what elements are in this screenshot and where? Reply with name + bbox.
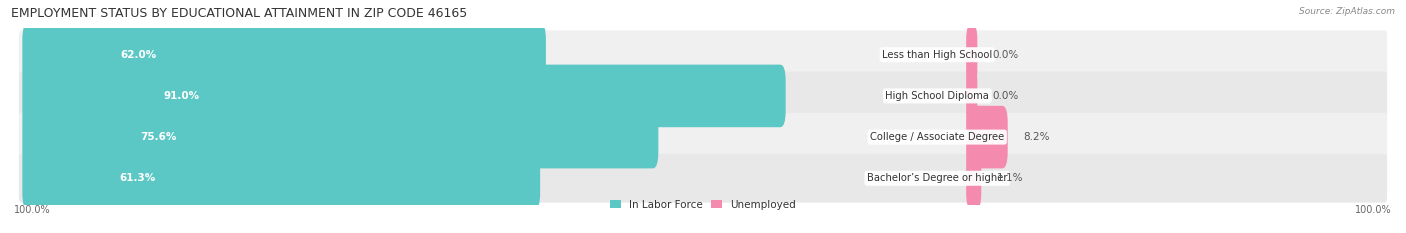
FancyBboxPatch shape <box>18 154 1388 202</box>
Text: 0.0%: 0.0% <box>993 50 1018 60</box>
FancyBboxPatch shape <box>22 106 658 168</box>
Text: 75.6%: 75.6% <box>141 132 177 142</box>
Text: 62.0%: 62.0% <box>120 50 156 60</box>
Text: 100.0%: 100.0% <box>1355 205 1392 215</box>
Text: 91.0%: 91.0% <box>163 91 200 101</box>
Text: EMPLOYMENT STATUS BY EDUCATIONAL ATTAINMENT IN ZIP CODE 46165: EMPLOYMENT STATUS BY EDUCATIONAL ATTAINM… <box>11 7 468 20</box>
FancyBboxPatch shape <box>22 24 546 86</box>
Text: 61.3%: 61.3% <box>120 173 155 183</box>
FancyBboxPatch shape <box>18 72 1388 120</box>
Legend: In Labor Force, Unemployed: In Labor Force, Unemployed <box>606 196 800 214</box>
FancyBboxPatch shape <box>22 147 540 209</box>
Text: 100.0%: 100.0% <box>14 205 51 215</box>
Text: 1.1%: 1.1% <box>997 173 1024 183</box>
Text: Source: ZipAtlas.com: Source: ZipAtlas.com <box>1299 7 1395 16</box>
FancyBboxPatch shape <box>966 24 977 86</box>
FancyBboxPatch shape <box>22 65 786 127</box>
Text: High School Diploma: High School Diploma <box>886 91 990 101</box>
Text: 0.0%: 0.0% <box>993 91 1018 101</box>
Text: College / Associate Degree: College / Associate Degree <box>870 132 1004 142</box>
Text: Bachelor’s Degree or higher: Bachelor’s Degree or higher <box>868 173 1008 183</box>
Text: 8.2%: 8.2% <box>1022 132 1049 142</box>
FancyBboxPatch shape <box>966 147 981 209</box>
FancyBboxPatch shape <box>966 106 1008 168</box>
Text: Less than High School: Less than High School <box>882 50 993 60</box>
FancyBboxPatch shape <box>18 31 1388 79</box>
FancyBboxPatch shape <box>18 113 1388 161</box>
FancyBboxPatch shape <box>966 65 977 127</box>
